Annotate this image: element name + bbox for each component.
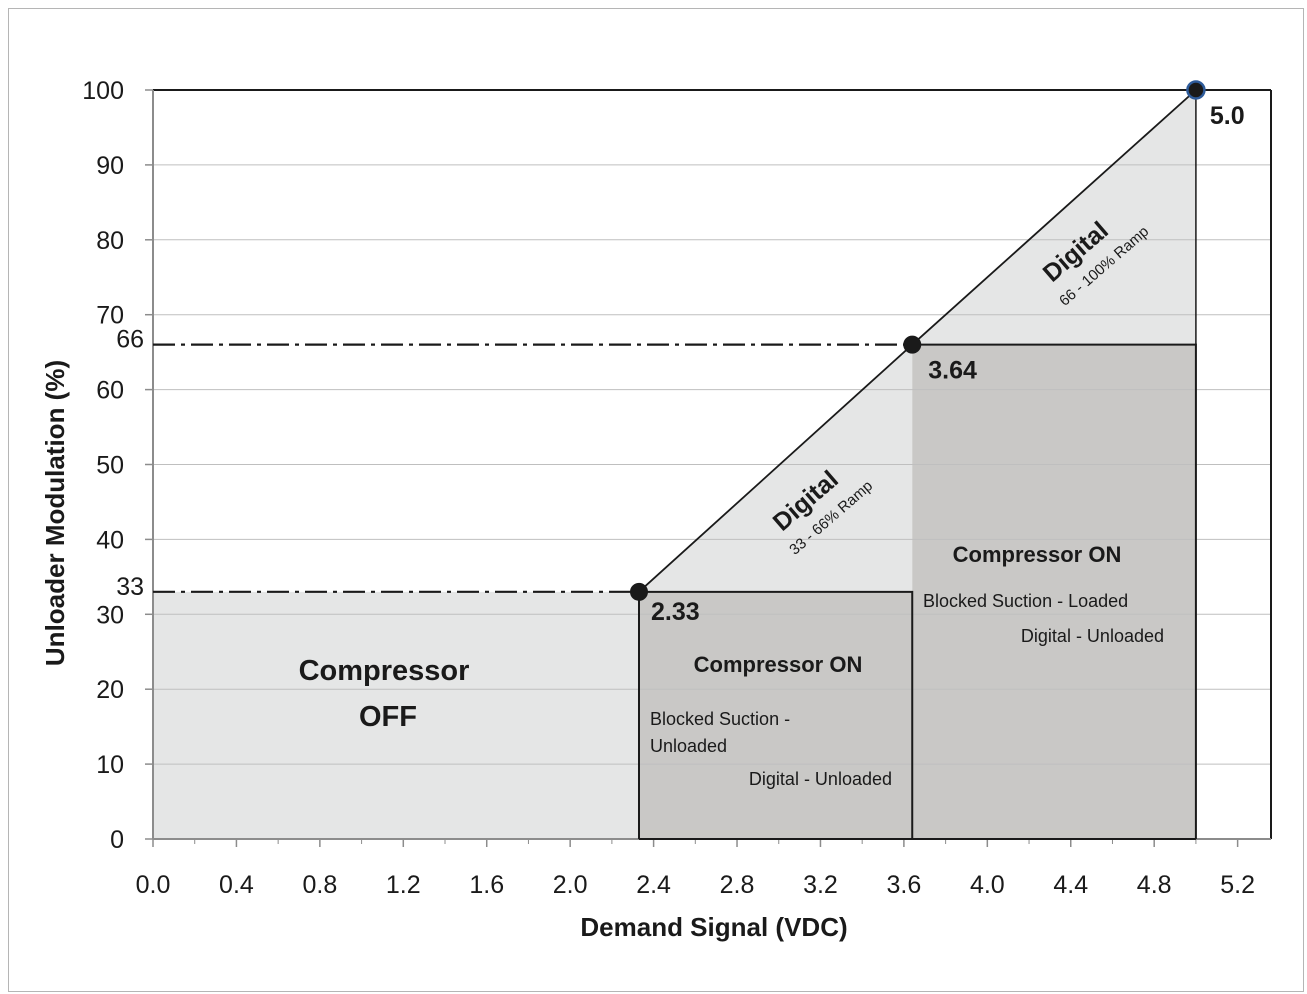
x-tick-label-11: 4.4 [1053, 871, 1088, 899]
y-tick-label-1: 10 [96, 751, 124, 779]
x-tick-label-6: 2.4 [636, 871, 671, 899]
x-tick-label-8: 3.2 [803, 871, 838, 899]
region-on-low-title: Compressor ON [694, 652, 863, 677]
y-tick-label-2: 20 [96, 676, 124, 704]
y-tick-label-7: 70 [96, 302, 124, 330]
y-tick-label-8: 80 [96, 227, 124, 255]
data-label-2.33: 2.33 [651, 598, 700, 626]
y-tick-label-9: 90 [96, 152, 124, 180]
data-label-5.0: 5.0 [1210, 102, 1245, 130]
x-tick-label-5: 2.0 [553, 871, 588, 899]
region-on-high-area [912, 344, 1196, 839]
x-tick-label-3: 1.2 [386, 871, 421, 899]
y-tick-label-10: 100 [82, 77, 124, 105]
y-tick-label-4: 40 [96, 526, 124, 554]
region-on-low-outline [637, 590, 914, 839]
x-tick-label-10: 4.0 [970, 871, 1005, 899]
region-on-low-line1: Blocked Suction - [650, 709, 790, 729]
y-tick-label-0: 0 [110, 826, 124, 854]
x-axis-title: Demand Signal (VDC) [580, 912, 847, 942]
region-off-area [153, 591, 639, 839]
x-tick-label-2: 0.8 [302, 871, 337, 899]
region-off-line2: OFF [359, 701, 417, 733]
data-label-3.64: 3.64 [928, 357, 977, 385]
x-tick-label-13: 5.2 [1220, 871, 1255, 899]
data-point-3.64 [903, 335, 922, 354]
data-point-5.0 [1186, 80, 1206, 100]
y-extra-tick-label-1: 66 [116, 326, 144, 354]
region-on-high-line1: Blocked Suction - Loaded [923, 591, 1128, 611]
y-tick-label-6: 60 [96, 377, 124, 405]
x-tick-label-1: 0.4 [219, 871, 254, 899]
data-point-2.33 [629, 582, 648, 601]
x-tick-label-4: 1.6 [469, 871, 504, 899]
region-on-high-title: Compressor ON [953, 542, 1122, 567]
x-tick-label-9: 3.6 [887, 871, 922, 899]
x-tick-label-7: 2.8 [720, 871, 755, 899]
y-tick-label-5: 50 [96, 452, 124, 480]
region-on-low-line2: Unloaded [650, 736, 727, 756]
x-tick-label-0: 0.0 [136, 871, 171, 899]
region-on-high-line2: Digital - Unloaded [1021, 626, 1164, 646]
region-on-low-area [638, 591, 913, 839]
region-on-low-line3: Digital - Unloaded [749, 769, 892, 789]
region-off-line1: Compressor [299, 655, 470, 687]
chart-frame [8, 8, 1304, 992]
x-tick-label-12: 4.8 [1137, 871, 1172, 899]
y-tick-label-3: 30 [96, 601, 124, 629]
y-extra-tick-label-0: 33 [116, 573, 144, 601]
y-axis-title: Unloader Modulation (%) [40, 360, 70, 666]
